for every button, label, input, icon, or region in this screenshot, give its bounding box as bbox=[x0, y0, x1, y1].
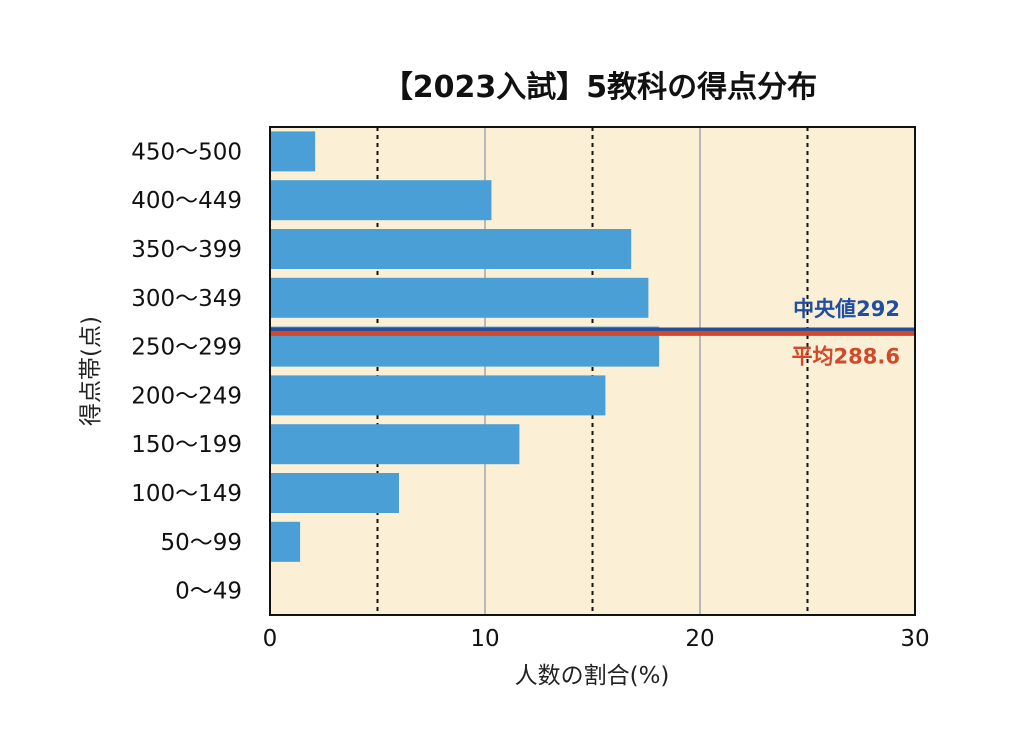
y-tick-label: 450〜500 bbox=[131, 139, 242, 165]
plot-frame bbox=[269, 126, 916, 616]
bar-1 bbox=[270, 180, 492, 221]
y-axis-label: 得点帯(点) bbox=[78, 316, 104, 426]
x-tick-labels: 0 10 20 30 bbox=[263, 626, 930, 652]
bar-8 bbox=[270, 521, 301, 562]
bar-2 bbox=[270, 229, 632, 269]
y-tick-label: 200〜249 bbox=[131, 383, 242, 409]
y-tick-label: 400〜449 bbox=[131, 188, 242, 214]
reference-lines: 中央値292 平均288.6 bbox=[270, 297, 915, 368]
bar-6 bbox=[270, 424, 520, 465]
y-tick-label: 300〜349 bbox=[131, 286, 242, 312]
x-tick-label: 10 bbox=[470, 626, 499, 652]
bar-3 bbox=[270, 277, 649, 318]
mean-label: 平均288.6 bbox=[792, 344, 900, 368]
bar-0 bbox=[270, 131, 316, 172]
y-tick-label: 0〜49 bbox=[175, 579, 242, 605]
y-tick-label: 150〜199 bbox=[131, 432, 242, 458]
x-tick-label: 0 bbox=[263, 626, 278, 652]
y-tick-label: 50〜99 bbox=[160, 530, 242, 556]
y-tick-label: 250〜299 bbox=[131, 335, 242, 361]
x-axis-label: 人数の割合(%) bbox=[515, 663, 670, 689]
bars bbox=[270, 131, 660, 562]
y-tick-labels: 450〜500 400〜449 350〜399 300〜349 250〜299 200〜2… bbox=[131, 139, 242, 604]
y-tick-label: 350〜399 bbox=[131, 237, 242, 263]
x-tick-label: 30 bbox=[900, 626, 929, 652]
chart-title: 【2023入試】5教科の得点分布 bbox=[383, 70, 817, 105]
x-tick-label: 20 bbox=[685, 626, 714, 652]
bar-5 bbox=[270, 375, 606, 416]
bar-7 bbox=[270, 473, 399, 513]
y-tick-label: 100〜149 bbox=[131, 481, 242, 507]
median-label: 中央値292 bbox=[793, 297, 900, 321]
